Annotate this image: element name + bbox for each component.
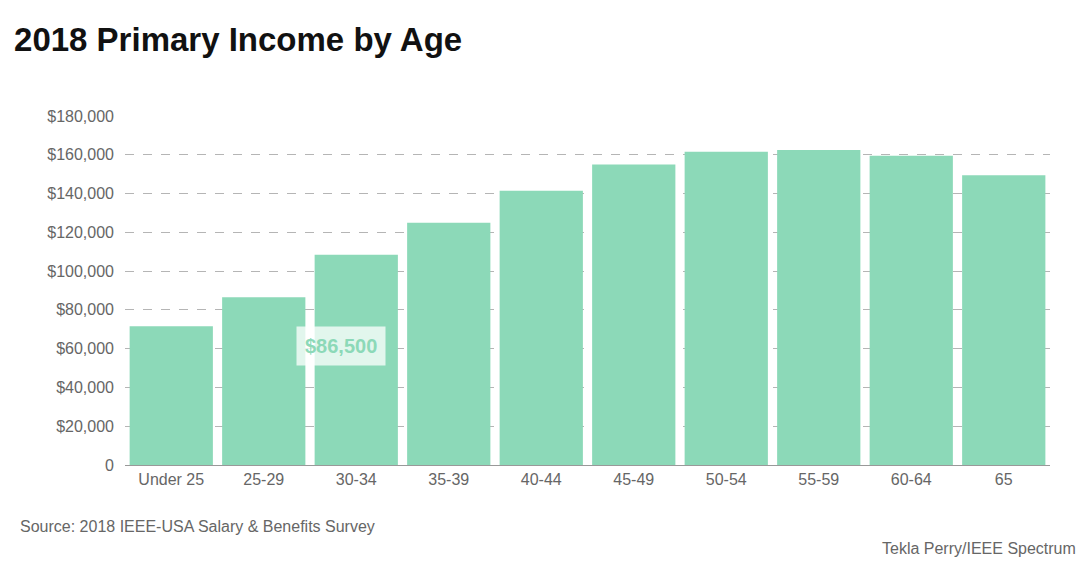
svg-text:$160,000: $160,000 bbox=[47, 146, 114, 163]
svg-text:60-64: 60-64 bbox=[891, 471, 932, 488]
svg-text:Under 25: Under 25 bbox=[138, 471, 204, 488]
svg-text:25-29: 25-29 bbox=[243, 471, 284, 488]
svg-text:35-39: 35-39 bbox=[428, 471, 469, 488]
svg-text:$180,000: $180,000 bbox=[47, 108, 114, 125]
svg-text:$20,000: $20,000 bbox=[56, 418, 114, 435]
svg-text:$120,000: $120,000 bbox=[47, 224, 114, 241]
svg-text:$80,000: $80,000 bbox=[56, 301, 114, 318]
svg-text:50-54: 50-54 bbox=[706, 471, 747, 488]
svg-text:45-49: 45-49 bbox=[613, 471, 654, 488]
svg-text:$40,000: $40,000 bbox=[56, 379, 114, 396]
svg-text:$86,500: $86,500 bbox=[305, 335, 377, 357]
svg-text:$60,000: $60,000 bbox=[56, 340, 114, 357]
svg-text:$140,000: $140,000 bbox=[47, 185, 114, 202]
svg-text:Source: 2018 IEEE-USA Salary &: Source: 2018 IEEE-USA Salary & Benefits … bbox=[20, 518, 375, 535]
svg-text:2018 Primary Income by Age: 2018 Primary Income by Age bbox=[14, 21, 462, 58]
svg-text:40-44: 40-44 bbox=[521, 471, 562, 488]
svg-text:0: 0 bbox=[105, 457, 114, 474]
svg-text:55-59: 55-59 bbox=[798, 471, 839, 488]
svg-text:Tekla Perry/IEEE Spectrum: Tekla Perry/IEEE Spectrum bbox=[882, 540, 1076, 557]
svg-text:30-34: 30-34 bbox=[336, 471, 377, 488]
svg-text:65: 65 bbox=[995, 471, 1013, 488]
svg-text:$100,000: $100,000 bbox=[47, 263, 114, 280]
